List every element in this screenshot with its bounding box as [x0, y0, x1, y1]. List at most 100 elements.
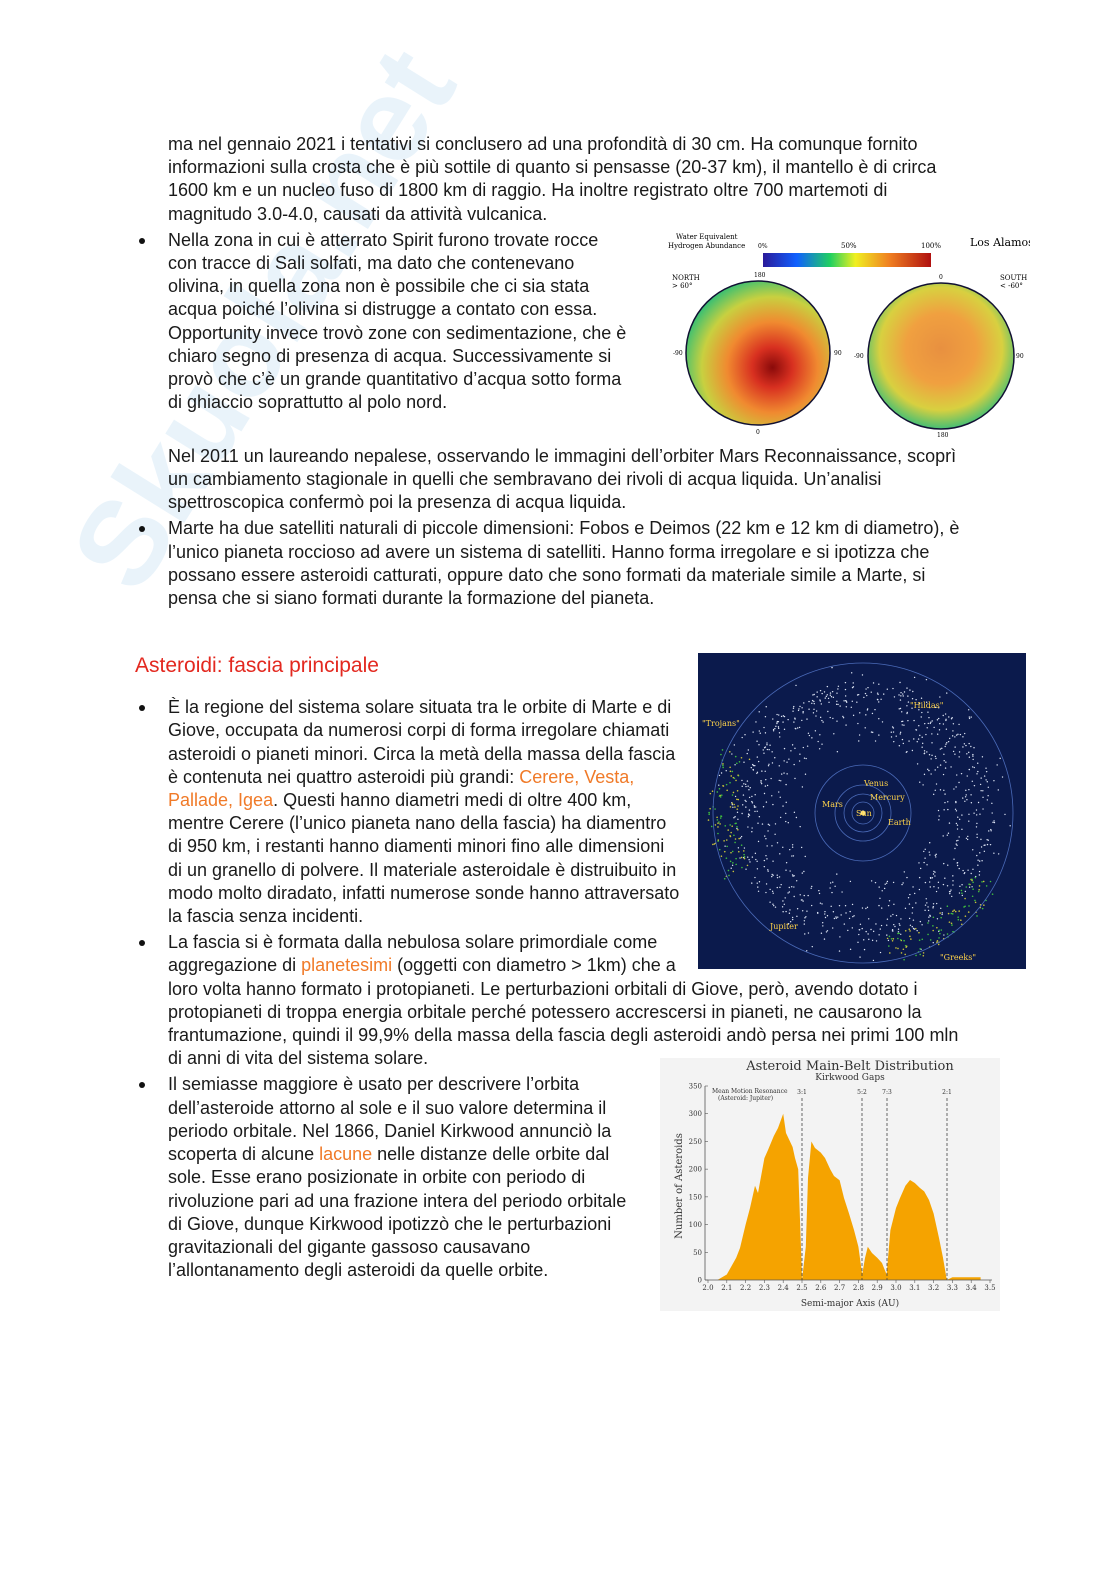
asteroid-dot: [751, 831, 753, 833]
x-tick-label: 3.1: [909, 1284, 920, 1292]
asteroid-dot: [791, 846, 794, 849]
asteroid-dot: [923, 773, 926, 776]
figure-title: Asteroid Main-Belt Distribution: [745, 1059, 954, 1074]
trojan-dot: [731, 850, 734, 853]
asteroid-dot: [788, 887, 790, 889]
trojan-dot: [938, 937, 940, 939]
asteroid-dot: [970, 746, 972, 748]
asteroid-dot: [736, 811, 739, 814]
asteroid-dot: [977, 762, 979, 765]
asteroid-dot: [952, 730, 954, 732]
asteroid-dot: [981, 860, 983, 862]
asteroid-dot: [959, 885, 961, 888]
asteroid-dot: [832, 696, 835, 699]
asteroid-dot: [804, 856, 806, 858]
asteroid-dot: [829, 717, 831, 719]
asteroid-dot: [986, 781, 988, 783]
asteroid-dot: [935, 856, 937, 858]
y-tick-label: 250: [689, 1138, 702, 1146]
asteroid-dot: [939, 696, 941, 698]
asteroid-dot: [911, 926, 913, 928]
asteroid-dot: [924, 909, 926, 912]
trojan-dot: [748, 758, 751, 761]
trojan-dot: [723, 851, 726, 853]
asteroid-dot: [851, 687, 854, 689]
resonance-label: 5:2: [857, 1089, 867, 1096]
trojan-dot: [740, 757, 743, 759]
asteroid-dot: [968, 709, 970, 711]
asteroid-dot: [810, 887, 812, 890]
asteroid-dot: [902, 882, 904, 884]
asteroid-dot: [774, 757, 776, 759]
asteroid-dot: [794, 777, 796, 780]
asteroid-dot: [936, 918, 939, 920]
asteroid-dot: [868, 938, 870, 941]
asteroid-dot: [765, 883, 768, 885]
asteroid-dot: [778, 732, 781, 734]
asteroid-dot: [976, 773, 978, 775]
asteroid-dot: [851, 927, 854, 929]
asteroid-dot: [845, 912, 847, 914]
asteroid-dot: [880, 698, 882, 701]
asteroid-dot: [844, 689, 847, 691]
asteroid-dot: [1001, 776, 1004, 778]
asteroid-dot: [968, 769, 971, 771]
asteroid-dot: [983, 775, 986, 778]
asteroid-dot: [975, 809, 978, 811]
asteroid-dot: [866, 709, 869, 711]
asteroid-dot: [774, 823, 777, 825]
asteroid-dot: [931, 877, 934, 879]
asteroid-dot: [762, 806, 765, 808]
figure-text: < -60°: [1000, 282, 1023, 290]
trojan-dot: [717, 826, 719, 828]
asteroid-dot: [913, 893, 916, 895]
asteroid-dot: [772, 804, 774, 806]
asteroid-dot: [893, 741, 895, 743]
asteroid-dot: [942, 835, 944, 837]
asteroid-dot: [921, 924, 923, 926]
asteroid-dot: [888, 900, 891, 902]
asteroid-dot: [890, 736, 893, 738]
asteroid-dot: [892, 727, 895, 729]
asteroid-dot: [861, 928, 863, 930]
asteroid-dot: [928, 881, 931, 883]
asteroid-dot: [956, 774, 958, 776]
asteroid-dot: [784, 897, 786, 899]
asteroid-dot: [871, 731, 874, 734]
asteroid-dot: [844, 700, 847, 702]
asteroid-dot: [948, 716, 950, 718]
asteroid-dot: [892, 731, 895, 733]
asteroid-dot: [887, 939, 890, 942]
asteroid-dot: [754, 877, 756, 879]
asteroid-dot: [785, 821, 787, 823]
asteroid-dot: [964, 891, 967, 893]
trojan-dot: [725, 857, 728, 860]
asteroid-dot: [861, 907, 864, 909]
asteroid-dot: [934, 706, 937, 709]
asteroid-dot: [919, 921, 922, 923]
asteroid-dot: [856, 701, 858, 704]
asteroid-dot: [880, 925, 883, 927]
asteroid-dot: [950, 718, 953, 720]
asteroid-dot: [946, 834, 949, 837]
x-tick-label: 2.2: [740, 1284, 751, 1292]
asteroid-dot: [851, 700, 853, 703]
asteroid-dot: [928, 920, 930, 922]
asteroid-dot: [878, 934, 880, 936]
asteroid-dot: [828, 701, 830, 704]
asteroid-dot: [839, 705, 841, 708]
asteroid-dot: [884, 883, 886, 886]
bullet-item: Water Equivalent Hydrogen Abundance 0% 5…: [135, 229, 1030, 515]
asteroid-dot: [906, 713, 908, 715]
asteroid-dot: [929, 707, 931, 709]
asteroid-dot: [926, 727, 928, 729]
asteroid-dot: [926, 751, 928, 753]
asteroid-dot: [878, 886, 880, 889]
asteroid-dot: [968, 718, 971, 720]
trojan-dot: [891, 940, 894, 942]
trojan-dot: [731, 825, 733, 828]
asteroid-dot: [866, 906, 869, 909]
asteroid-dot: [765, 779, 767, 781]
asteroid-dot: [934, 875, 936, 877]
asteroid-dot: [744, 734, 746, 736]
